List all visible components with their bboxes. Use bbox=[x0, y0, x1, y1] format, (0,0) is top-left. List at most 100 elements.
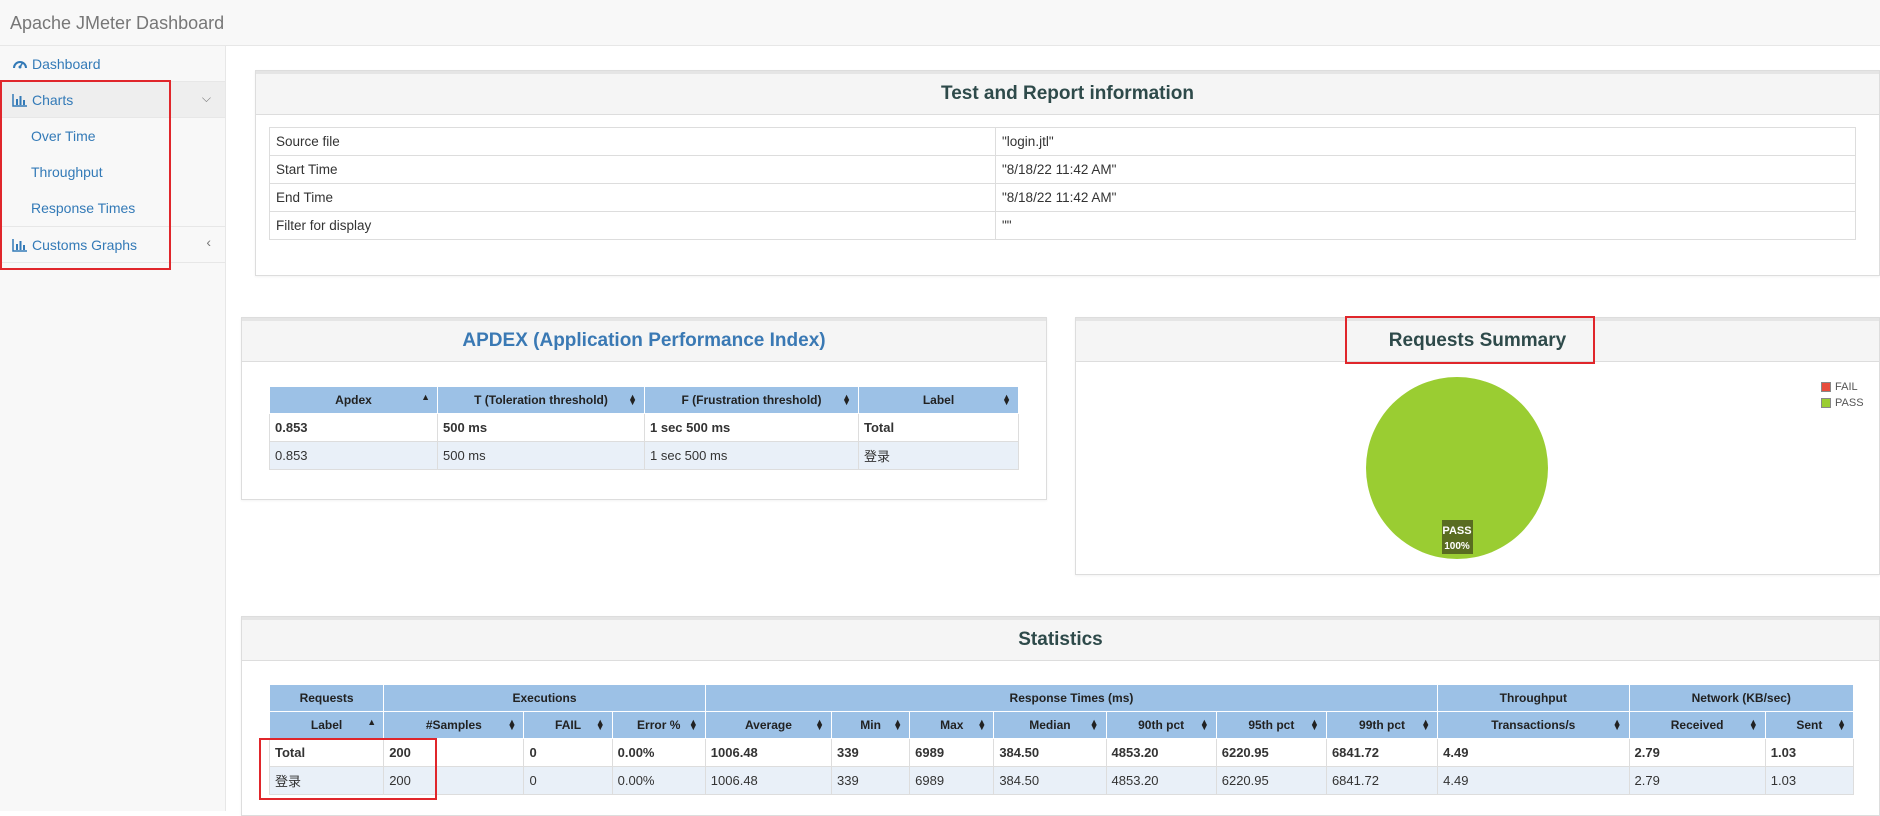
column-header-label[interactable]: Label ▲ ▼ bbox=[858, 386, 1019, 414]
pie-slice-label: PASS 100% bbox=[1442, 520, 1473, 554]
sort-icon: ▲ ▼ bbox=[842, 392, 851, 407]
panel-title: Requests Summary bbox=[1076, 318, 1879, 362]
legend-item-fail[interactable]: FAIL bbox=[1821, 381, 1858, 393]
legend-swatch-pass bbox=[1821, 398, 1831, 408]
header-label: T (Toleration threshold) bbox=[474, 393, 608, 407]
apdex-table: Apdex ▲ T (Toleration threshold) ▲ ▼ F (Fru… bbox=[269, 386, 1019, 470]
cell: 1 sec 500 ms bbox=[644, 441, 859, 470]
cell-transactions: 4.49 bbox=[1437, 738, 1630, 767]
table-row-total: 0.853 500 ms 1 sec 500 ms Total bbox=[269, 413, 1019, 442]
table-row: Filter for display "" bbox=[269, 211, 1856, 240]
header-label: Label bbox=[922, 393, 955, 407]
column-header-99th-pct[interactable]: 99th pct ▲ ▼ bbox=[1325, 711, 1439, 739]
sidebar-item-dashboard[interactable]: Dashboard bbox=[0, 46, 225, 82]
sort-icon: ▲ ▼ bbox=[1089, 717, 1099, 732]
header-label: #Samples bbox=[425, 718, 482, 732]
statistics-table: Requests Executions Response Times (ms) … bbox=[268, 684, 1855, 795]
table-row-total: Total 200 0 0.00% 1006.48 339 6989 384.50 4853.2… bbox=[268, 738, 1855, 767]
cell-samples: 200 bbox=[383, 738, 525, 767]
group-header-response-times: Response Times (ms) bbox=[704, 684, 1439, 712]
sort-icon: ▲ ▼ bbox=[1002, 392, 1011, 407]
cell-90th-pct: 4853.20 bbox=[1105, 766, 1217, 795]
cell-95th-pct: 6220.95 bbox=[1215, 766, 1327, 795]
info-key: Start Time bbox=[269, 155, 996, 184]
header-label: Sent bbox=[1796, 718, 1823, 732]
sidebar-item-customs-graphs[interactable]: Customs Graphs ‹ bbox=[0, 227, 225, 263]
annotation-box bbox=[259, 738, 437, 800]
legend-item-pass[interactable]: PASS bbox=[1821, 397, 1864, 409]
legend-label: PASS bbox=[1835, 397, 1864, 409]
pie-slice-pass[interactable] bbox=[1366, 377, 1548, 559]
cell-median: 384.50 bbox=[993, 738, 1107, 767]
sidebar-item-label: Charts bbox=[32, 91, 74, 108]
cell-min: 339 bbox=[831, 738, 911, 767]
legend-label: FAIL bbox=[1835, 381, 1858, 393]
column-header-90th-pct[interactable]: 90th pct ▲ ▼ bbox=[1105, 711, 1217, 739]
sort-icon: ▲ ▼ bbox=[628, 392, 637, 407]
sidebar-item-throughput[interactable]: Throughput bbox=[31, 164, 103, 180]
sidebar-item-over-time[interactable]: Over Time bbox=[31, 128, 96, 144]
header-label: Max bbox=[940, 718, 964, 732]
annotation-box bbox=[0, 80, 171, 270]
dashboard-icon bbox=[13, 60, 27, 68]
sort-icon: ▲ ▼ bbox=[1310, 717, 1319, 732]
cell: Total bbox=[858, 413, 1019, 442]
column-header-label[interactable]: Label ▲ bbox=[268, 711, 385, 739]
cell-99th-pct: 6841.72 bbox=[1325, 766, 1439, 795]
cell: 0.853 bbox=[269, 413, 438, 442]
sort-asc-icon: ▲ bbox=[421, 392, 430, 402]
column-header-max[interactable]: Max ▲ ▼ bbox=[909, 711, 995, 739]
column-header-average[interactable]: Average ▲ ▼ bbox=[704, 711, 833, 739]
column-header-transactions[interactable]: Transactions/s ▲ ▼ bbox=[1437, 711, 1630, 739]
cell-label: 登录 bbox=[268, 766, 385, 795]
charts-submenu: Over Time Throughput Response Times bbox=[0, 118, 225, 227]
column-header-frustration[interactable]: F (Frustration threshold) ▲ ▼ bbox=[644, 386, 859, 414]
cell: 500 ms bbox=[437, 441, 645, 470]
sort-icon: ▲ ▼ bbox=[1421, 717, 1431, 732]
sort-icon: ▲ ▼ bbox=[688, 717, 698, 732]
group-header-throughput: Throughput bbox=[1437, 684, 1630, 712]
cell-average: 1006.48 bbox=[704, 766, 833, 795]
column-header-min[interactable]: Min ▲ ▼ bbox=[831, 711, 911, 739]
cell-sent: 1.03 bbox=[1764, 766, 1855, 795]
cell-label: Total bbox=[268, 738, 385, 767]
annotation-box bbox=[1345, 316, 1595, 364]
requests-summary-pie-chart: PASS 100% bbox=[1366, 377, 1548, 559]
table-row: 登录 200 0 0.00% 1006.48 339 6989 384.50 4853.20 62… bbox=[268, 766, 1855, 795]
cell-min: 339 bbox=[831, 766, 911, 795]
sidebar-item-response-times[interactable]: Response Times bbox=[31, 200, 136, 216]
column-header-median[interactable]: Median ▲ ▼ bbox=[993, 711, 1107, 739]
sort-icon: ▲ ▼ bbox=[1748, 717, 1758, 732]
slice-label-percent: 100% bbox=[1444, 541, 1470, 552]
sidebar-item-charts[interactable]: Charts ⌵ bbox=[0, 82, 225, 118]
table-row: 0.853 500 ms 1 sec 500 ms 登录 bbox=[269, 441, 1019, 470]
cell-average: 1006.48 bbox=[704, 738, 833, 767]
sort-icon: ▲ ▼ bbox=[1837, 717, 1846, 732]
sort-asc-icon: ▲ bbox=[367, 717, 377, 727]
column-header-95th-pct[interactable]: 95th pct ▲ ▼ bbox=[1215, 711, 1327, 739]
column-header-error-pct[interactable]: Error % ▲ ▼ bbox=[611, 711, 706, 739]
column-header-fail[interactable]: FAIL ▲ ▼ bbox=[523, 711, 613, 739]
column-header-samples[interactable]: #Samples ▲ ▼ bbox=[383, 711, 525, 739]
column-header-sent[interactable]: Sent ▲ ▼ bbox=[1764, 711, 1855, 739]
info-key: End Time bbox=[269, 183, 996, 212]
cell: 500 ms bbox=[437, 413, 645, 442]
cell-received: 2.79 bbox=[1628, 766, 1766, 795]
cell: 登录 bbox=[858, 441, 1019, 470]
info-key: Filter for display bbox=[269, 211, 996, 240]
cell-90th-pct: 4853.20 bbox=[1105, 738, 1217, 767]
column-header-toleration[interactable]: T (Toleration threshold) ▲ ▼ bbox=[437, 386, 645, 414]
cell-samples: 200 bbox=[383, 766, 525, 795]
info-value: "login.jtl" bbox=[995, 127, 1856, 156]
app-title[interactable]: Apache JMeter Dashboard bbox=[10, 13, 225, 33]
column-header-received[interactable]: Received ▲ ▼ bbox=[1628, 711, 1766, 739]
header-label: Error % bbox=[637, 718, 681, 732]
sidebar-item-label: Customs Graphs bbox=[32, 236, 138, 253]
column-header-apdex[interactable]: Apdex ▲ bbox=[269, 386, 438, 414]
legend-swatch-fail bbox=[1821, 382, 1831, 392]
sort-icon: ▲ ▼ bbox=[893, 717, 903, 732]
bar-chart-icon bbox=[12, 93, 27, 107]
cell: 0.853 bbox=[269, 441, 438, 470]
header-label: F (Frustration threshold) bbox=[681, 393, 822, 407]
cell-error-pct: 0.00% bbox=[611, 766, 706, 795]
